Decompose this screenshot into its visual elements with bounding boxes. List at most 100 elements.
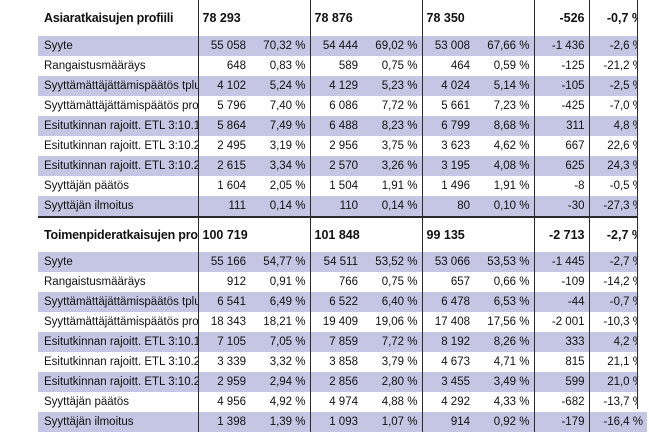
value-cell: 4,33 %: [474, 392, 535, 412]
row-label: Syyttämättäjättämispäätös tpluop: [38, 292, 199, 312]
row-label: Esitutkinnan rajoitt. ETL 3:10.1: [38, 116, 199, 136]
value-cell: 24,3 %: [589, 156, 647, 176]
row-label: Syyttäjän päätös: [38, 392, 199, 412]
value-cell: 18 343: [198, 312, 250, 332]
section-total-cell: [250, 0, 311, 36]
value-cell: 18,21 %: [250, 312, 311, 332]
value-cell: 21,1 %: [589, 352, 647, 372]
row-label: Esitutkinnan rajoitt. ETL 3:10.2 kust: [38, 156, 199, 176]
value-cell: -125: [534, 56, 590, 76]
value-cell: -27,3 %: [589, 196, 647, 217]
value-cell: -13,7 %: [589, 392, 647, 412]
value-cell: 3 339: [198, 352, 250, 372]
value-cell: -2,6 %: [589, 36, 647, 56]
value-cell: 7 859: [310, 332, 362, 352]
value-cell: -14,2 %: [589, 272, 647, 292]
section-title: Asiaratkaisujen profiili: [38, 0, 199, 36]
value-cell: 0,14 %: [362, 196, 423, 217]
row-label: Syyte: [38, 252, 199, 272]
value-cell: 6 541: [198, 292, 250, 312]
value-cell: 4,71 %: [474, 352, 535, 372]
section-total-cell: [362, 216, 423, 252]
value-cell: 17 408: [422, 312, 474, 332]
value-cell: 648: [198, 56, 250, 76]
value-cell: 22,6 %: [589, 136, 647, 156]
row-label: Syyttäjän ilmoitus: [38, 196, 199, 217]
value-cell: 110: [310, 196, 362, 217]
value-cell: 8 192: [422, 332, 474, 352]
value-cell: 4,88 %: [362, 392, 423, 412]
value-cell: 6 086: [310, 96, 362, 116]
value-cell: 1,91 %: [474, 176, 535, 196]
row-label: Rangaistusmääräys: [38, 56, 199, 76]
section-header-row: Asiaratkaisujen profiili 78 293 78 876 78 3…: [38, 0, 647, 36]
value-cell: 2 495: [198, 136, 250, 156]
value-cell: 3 858: [310, 352, 362, 372]
value-cell: 7,05 %: [250, 332, 311, 352]
value-cell: -425: [534, 96, 590, 116]
value-cell: 815: [534, 352, 590, 372]
value-cell: 914: [422, 412, 474, 432]
value-cell: -2,5 %: [589, 76, 647, 96]
value-cell: 53 008: [422, 36, 474, 56]
value-cell: 19,06 %: [362, 312, 423, 332]
right-edge-rule: [637, 0, 638, 409]
row-label: Esitutkinnan rajoitt. ETL 3:10.1: [38, 332, 199, 352]
value-cell: 0,66 %: [474, 272, 535, 292]
value-cell: 7,23 %: [474, 96, 535, 116]
row-label: Syyttämättäjättämispäätös tpluop: [38, 76, 199, 96]
value-cell: -8: [534, 176, 590, 196]
value-cell: 3,19 %: [250, 136, 311, 156]
table-row: Syyttämättäjättämispäätös pros 5 796 7,40 …: [38, 96, 647, 116]
value-cell: 8,23 %: [362, 116, 423, 136]
value-cell: -10,3 %: [589, 312, 647, 332]
value-cell: -16,4 %: [589, 412, 647, 432]
table-row: Rangaistusmääräys 648 0,83 % 589 0,75 % 464 0,…: [38, 56, 647, 76]
value-cell: 6,40 %: [362, 292, 423, 312]
value-cell: -0,5 %: [589, 176, 647, 196]
table-row: Esitutkinnan rajoitt. ETL 3:10.2 kust2 6…: [38, 156, 647, 176]
value-cell: -109: [534, 272, 590, 292]
row-label: Syyttämättäjättämispäätös pros: [38, 96, 199, 116]
value-cell: 2 615: [198, 156, 250, 176]
value-cell: 4 974: [310, 392, 362, 412]
value-cell: 80: [422, 196, 474, 217]
value-cell: 19 409: [310, 312, 362, 332]
section-total-cell: 101 848: [310, 216, 362, 252]
value-cell: 333: [534, 332, 590, 352]
value-cell: 0,83 %: [250, 56, 311, 76]
value-cell: 766: [310, 272, 362, 292]
value-cell: 55 058: [198, 36, 250, 56]
value-cell: -21,2 %: [589, 56, 647, 76]
value-cell: 4,2 %: [589, 332, 647, 352]
value-cell: 7,72 %: [362, 96, 423, 116]
value-cell: -30: [534, 196, 590, 217]
section-total-cell: [362, 0, 423, 36]
value-cell: 0,91 %: [250, 272, 311, 292]
value-cell: 311: [534, 116, 590, 136]
value-cell: 1 398: [198, 412, 250, 432]
table-row: Esitutkinnan rajoitt. ETL 3:10.1 5 864 7,4…: [38, 116, 647, 136]
value-cell: 3 455: [422, 372, 474, 392]
value-cell: 17,56 %: [474, 312, 535, 332]
value-cell: 2,94 %: [250, 372, 311, 392]
statistics-page: Asiaratkaisujen profiili 78 293 78 876 78 3…: [38, 0, 649, 432]
section-total-cell: 78 876: [310, 0, 362, 36]
value-cell: 4 024: [422, 76, 474, 96]
value-cell: 625: [534, 156, 590, 176]
value-cell: -682: [534, 392, 590, 412]
value-cell: 1 604: [198, 176, 250, 196]
section-total-cell: [474, 216, 535, 252]
value-cell: 0,10 %: [474, 196, 535, 217]
value-cell: 53,52 %: [362, 252, 423, 272]
value-cell: 21,0 %: [589, 372, 647, 392]
row-label: Syyttäjän päätös: [38, 176, 199, 196]
row-label: Esitutkinnan rajoitt. ETL 3:10.2 kust: [38, 372, 199, 392]
value-cell: 4 956: [198, 392, 250, 412]
section-total-cell: 99 135: [422, 216, 474, 252]
value-cell: 5,24 %: [250, 76, 311, 96]
table-row: Syyttäjän päätös 1 604 2,05 % 1 504 1,91 % 1 …: [38, 176, 647, 196]
value-cell: 3 195: [422, 156, 474, 176]
prosecution-statistics-table: Asiaratkaisujen profiili 78 293 78 876 78 3…: [38, 0, 647, 432]
table-row: Syyttämättäjättämispäätös pros 18 343 18,2…: [38, 312, 647, 332]
